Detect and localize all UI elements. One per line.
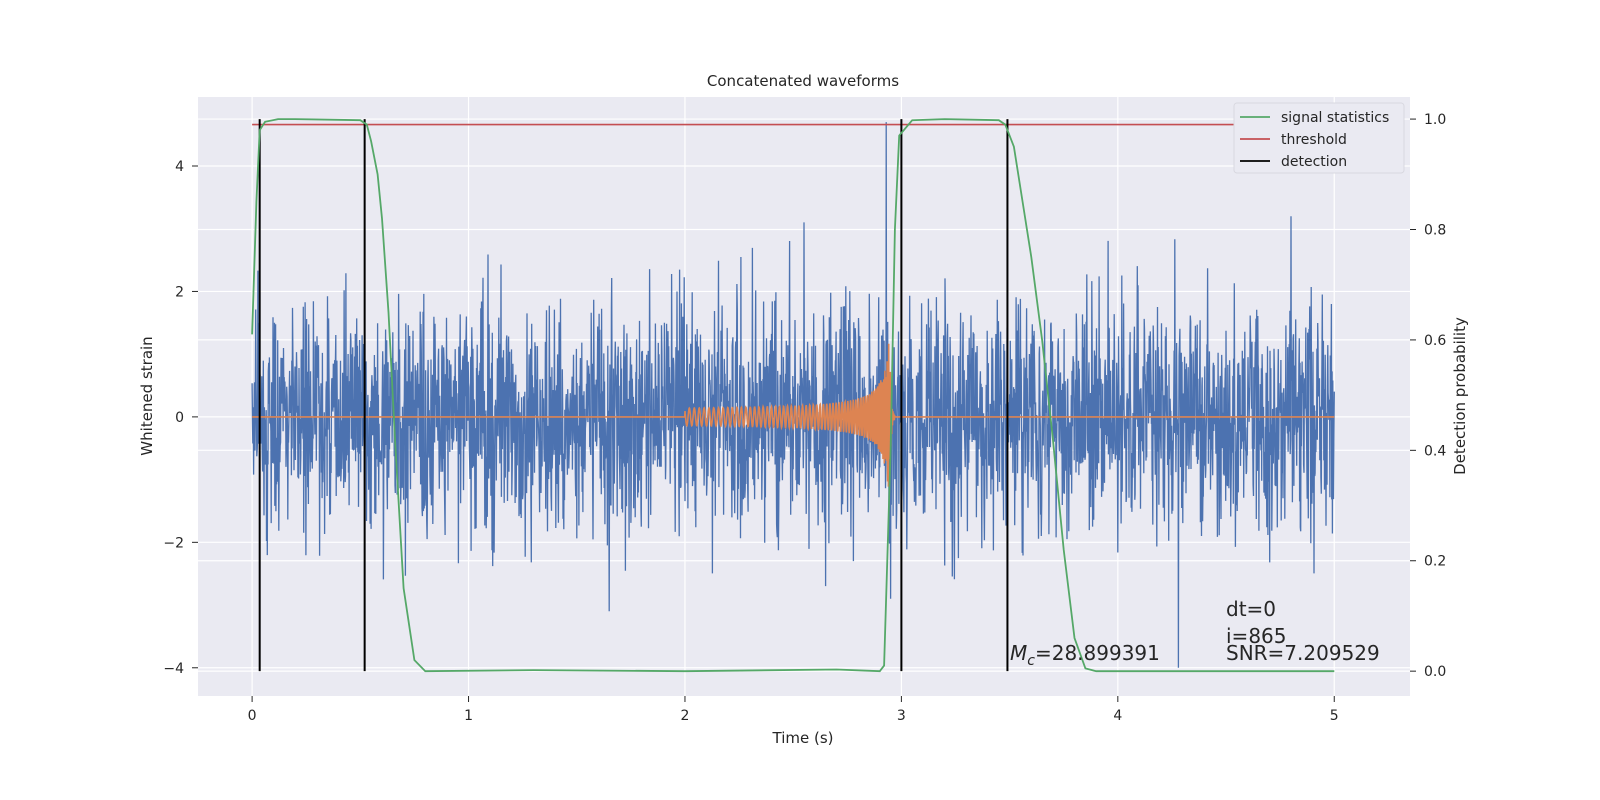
snr-annotation: SNR=7.209529 (1226, 641, 1380, 665)
legend: signal statistics threshold detection (1233, 102, 1405, 174)
y-tick-label: 0 (175, 410, 184, 426)
legend-label-signal-statistics: signal statistics (1281, 110, 1389, 126)
signal-statistics-line (251, 118, 1335, 673)
y2-tick-label: 0.2 (1424, 554, 1446, 570)
x-tick-label: 5 (1330, 708, 1339, 724)
detection-lines (258, 119, 1009, 672)
chirp-mass-annotation: Mc=28.899391 (1010, 641, 1160, 669)
y2-tick-label: 0.6 (1424, 333, 1446, 349)
x-tick-label: 0 (248, 708, 257, 724)
template-line (252, 343, 1335, 487)
x-tick-label: 2 (681, 708, 690, 724)
x-tick-label: 1 (464, 708, 473, 724)
probability-series (251, 118, 1335, 673)
y-tick-label: 4 (175, 159, 184, 175)
y2-tick-label: 0.4 (1424, 443, 1446, 459)
chart-title: Concatenated waveforms (707, 72, 899, 90)
y-axis-label: Whitened strain (138, 336, 156, 455)
chirp-mass-symbol: M (1010, 641, 1027, 665)
chirp-mass-subscript: c (1027, 653, 1035, 669)
x-tick-label: 4 (1113, 708, 1122, 724)
legend-label-threshold: threshold (1281, 132, 1347, 148)
axis-ticks: 0 1 2 3 4 5 −4 −2 0 2 4 0.0 0.2 0.4 0.6 0.8 1.0 (163, 112, 1446, 724)
y2-tick-label: 0.0 (1424, 664, 1446, 680)
y2-axis-label: Detection probability (1451, 317, 1469, 475)
legend-box (1233, 102, 1405, 174)
y-tick-label: 2 (175, 284, 184, 300)
legend-label-detection: detection (1281, 154, 1347, 170)
y2-tick-label: 0.8 (1424, 222, 1446, 238)
y-tick-label: −2 (163, 535, 184, 551)
y-tick-label: −4 (163, 661, 184, 677)
chirp-mass-value: =28.899391 (1035, 641, 1160, 665)
x-axis-label: Time (s) (772, 729, 834, 747)
index-annotation: i=865 (1226, 624, 1287, 648)
strain-series (251, 122, 1335, 668)
strain-line (251, 122, 1335, 668)
y2-tick-label: 1.0 (1424, 112, 1446, 128)
x-tick-label: 3 (897, 708, 906, 724)
dt-annotation: dt=0 (1226, 597, 1276, 621)
